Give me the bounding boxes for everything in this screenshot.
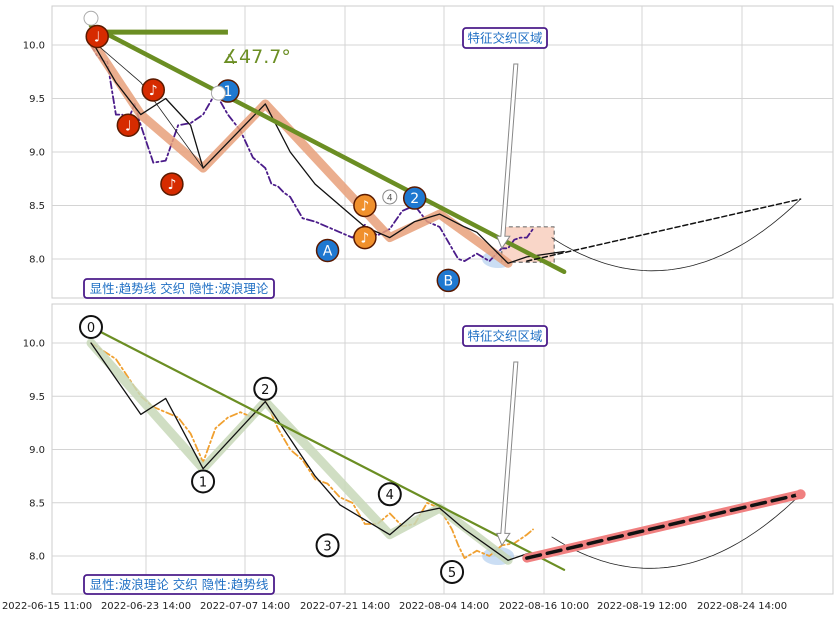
wave-marker-label: ♩ [94, 29, 101, 45]
wave-marker [382, 189, 398, 205]
legend-label: 显性:波浪理论 交织 隐性:趋势线 [90, 577, 269, 592]
wave-point-marker [440, 559, 465, 584]
series-trend-olive [88, 23, 567, 275]
region-label: 特征交织区域 [467, 329, 542, 344]
wave-marker-label: 2 [410, 191, 419, 207]
y-tick-label: 9.0 [29, 445, 45, 456]
wave-marker [116, 113, 141, 137]
x-tick-label: 2022-08-16 10:00 [499, 601, 589, 612]
wave-point-marker [191, 469, 216, 494]
legend-box [83, 574, 275, 595]
ghost-marker [83, 10, 99, 26]
wave-marker-label: 4 [387, 193, 393, 203]
angle-label: ∡47.7° [222, 46, 291, 68]
wave-marker [436, 268, 461, 293]
wave-point-marker [253, 376, 278, 401]
wave-marker [353, 225, 377, 250]
wave-marker [141, 78, 165, 102]
y-tick-label: 10.0 [23, 339, 45, 350]
x-tick-label: 2022-06-23 14:00 [101, 601, 191, 612]
forecast-end-dot [795, 489, 806, 500]
region-label-box [462, 325, 548, 347]
wave-point-marker [79, 315, 103, 340]
wave-marker [353, 193, 377, 218]
wave-point-label: 4 [386, 488, 394, 503]
wave-marker-label: ♪ [360, 231, 369, 247]
legend-label: 显性:趋势线 交织 隐性:波浪理论 [90, 281, 269, 296]
series-wave-thick [86, 338, 513, 565]
wave-point-label: 5 [448, 566, 456, 581]
y-tick-label: 8.5 [29, 498, 45, 509]
wave-marker-label: 1 [223, 84, 232, 100]
top-panel: 8.0 8.5 9.0 9.5 10.0 ∡47.7° ♩ ♩ ♪ ♪ 1 A ♪ ♪ 2 B 4 特征交织区域显… [23, 5, 834, 299]
wave-marker-label: B [444, 273, 454, 289]
region-label: 特征交织区域 [467, 31, 542, 46]
series-dashdot-orange [90, 342, 534, 559]
x-tick-label: 2022-08-04 14:00 [399, 601, 489, 612]
x-axis: 2022-06-15 11:00 2022-06-23 14:00 2022-07-… [2, 601, 787, 612]
y-tick-label: 9.5 [29, 392, 45, 403]
wave-marker-label: A [323, 243, 333, 259]
wave-marker [315, 238, 340, 263]
series-dash-forecast [526, 198, 802, 262]
wave-marker [402, 186, 427, 210]
x-tick-label: 2022-06-15 11:00 [2, 601, 92, 612]
wave-point-label: 0 [87, 321, 95, 336]
y-tick-label: 8.5 [29, 201, 45, 212]
y-tick-label: 8.0 [29, 552, 45, 563]
series-trend-olive [89, 325, 566, 571]
series-thin-black [90, 39, 204, 169]
projection-curve [551, 493, 801, 569]
x-tick-label: 2022-07-07 14:00 [200, 601, 290, 612]
legend-box [83, 278, 275, 299]
ghost-marker [210, 85, 226, 101]
wave-marker-label: ♪ [167, 177, 176, 193]
y-tick-label: 9.0 [29, 148, 45, 159]
wave-point-marker [377, 482, 402, 507]
projection-curve [551, 198, 801, 272]
region-label-box [462, 27, 548, 49]
series-dash-forecast [525, 492, 803, 560]
y-tick-label: 8.0 [29, 255, 45, 266]
x-tick-label: 2022-08-24 14:00 [697, 601, 787, 612]
region-arrow [496, 63, 519, 250]
wave-point-marker [315, 533, 340, 558]
series-close-black [90, 38, 565, 264]
y-tick-label: 9.5 [29, 94, 45, 105]
wave-marker-label: ♪ [149, 83, 158, 99]
x-tick-label: 2022-08-19 12:00 [597, 601, 687, 612]
series-close-black [90, 342, 565, 561]
wave-marker [160, 172, 184, 196]
wave-marker [85, 24, 109, 49]
y-tick-label: 10.0 [23, 41, 45, 52]
x-tick-label: 2022-07-21 14:00 [300, 601, 390, 612]
wave-marker-label: ♩ [125, 118, 132, 134]
wave-point-label: 3 [323, 539, 331, 554]
wave-point-label: 2 [261, 383, 269, 398]
wave-marker-label: ♪ [360, 199, 369, 215]
wave-point-label: 1 [199, 475, 207, 490]
region-arrow [496, 361, 519, 547]
